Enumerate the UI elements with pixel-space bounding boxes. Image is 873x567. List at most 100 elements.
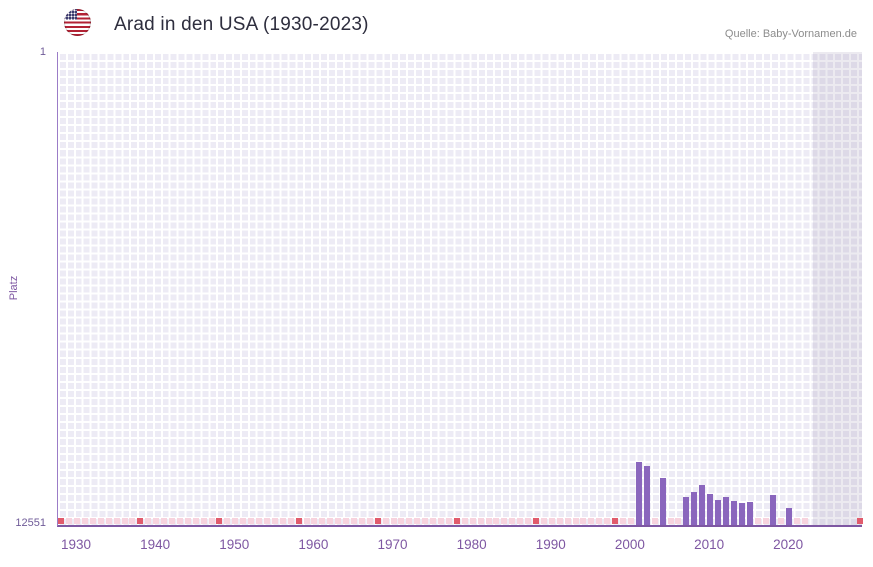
bar-2011[interactable] — [715, 500, 721, 525]
no-data-cell — [240, 518, 247, 524]
x-tick-1990: 1990 — [535, 537, 566, 552]
no-data-cell — [802, 518, 808, 524]
no-data-cell — [754, 518, 761, 524]
no-data-cell — [374, 518, 381, 524]
no-data-cell — [596, 518, 603, 524]
x-tick-1980: 1980 — [456, 537, 487, 552]
no-data-cell — [762, 518, 769, 524]
no-data-cell — [271, 518, 278, 524]
no-data-cell — [89, 518, 96, 524]
x-tick-1950: 1950 — [219, 537, 250, 552]
no-data-cell — [113, 518, 120, 524]
us-flag-icon — [64, 9, 91, 36]
no-data-cell — [501, 518, 508, 524]
no-data-cell — [382, 518, 389, 524]
bar-2004[interactable] — [659, 477, 666, 525]
y-tick-best-rank: 1 — [39, 46, 46, 58]
no-data-cell — [580, 518, 587, 524]
x-tick-1930: 1930 — [60, 537, 92, 552]
no-data-cell — [335, 518, 342, 524]
no-data-cell — [311, 518, 318, 524]
bar-2001[interactable] — [635, 462, 642, 525]
no-data-cell — [129, 518, 136, 524]
no-data-cell — [564, 518, 571, 524]
no-data-cell — [74, 518, 80, 524]
x-tick-2020: 2020 — [773, 537, 804, 552]
x-tick-1960: 1960 — [298, 537, 329, 552]
no-data-cell — [533, 518, 539, 524]
no-data-cell — [169, 518, 175, 524]
no-data-cell — [651, 518, 658, 524]
no-data-cell — [216, 518, 223, 524]
no-data-cell — [477, 518, 484, 524]
no-data-cell — [469, 518, 476, 524]
no-data-cell — [121, 518, 128, 524]
bar-2007[interactable] — [683, 497, 690, 525]
no-data-cell — [287, 518, 294, 524]
bar-2015[interactable] — [746, 502, 753, 525]
no-data-cell — [97, 518, 104, 524]
y-tick-worst-rank: 12551 — [15, 517, 46, 529]
bar-2009[interactable] — [699, 485, 706, 525]
x-tick-1970: 1970 — [377, 537, 408, 552]
no-data-cell — [620, 518, 626, 524]
no-data-cell — [200, 518, 207, 524]
no-data-strip — [58, 52, 864, 525]
x-tick-2010: 2010 — [694, 537, 725, 552]
us-flag-canton — [64, 9, 77, 20]
no-data-cell — [66, 518, 73, 524]
no-data-cell — [208, 518, 215, 524]
no-data-cell — [627, 518, 634, 524]
no-data-cell-edge — [857, 518, 864, 524]
no-data-cell — [612, 518, 619, 524]
no-data-cell — [137, 518, 144, 524]
no-data-cell — [81, 518, 88, 524]
no-data-cell — [343, 518, 349, 524]
no-data-cell — [358, 518, 365, 524]
x-tick-1940: 1940 — [140, 537, 171, 552]
no-data-cell — [366, 518, 373, 524]
bar-2020[interactable] — [786, 508, 793, 525]
no-data-cell — [461, 518, 468, 524]
bar-2002[interactable] — [643, 466, 650, 525]
x-axis-labels: 1930 1940 1950 1960 1970 1980 1990 2000 2010 2020 — [0, 537, 873, 559]
bar-2013[interactable] — [730, 500, 737, 525]
no-data-cell — [319, 518, 326, 524]
bar-2010[interactable] — [707, 494, 714, 525]
no-data-cell — [485, 518, 492, 524]
plot-area[interactable] — [57, 52, 864, 527]
no-data-cell — [248, 518, 255, 524]
chart-title: Arad in den USA (1930-2023) — [114, 14, 369, 35]
no-data-cell — [406, 518, 413, 524]
no-data-cell — [295, 518, 302, 524]
no-data-cell — [422, 518, 429, 524]
no-data-cell — [667, 518, 674, 524]
no-data-cell — [303, 518, 310, 524]
no-data-cell — [540, 518, 547, 524]
bar-2012[interactable] — [722, 497, 729, 525]
bar-2008[interactable] — [691, 492, 698, 525]
bars-layer — [58, 52, 862, 525]
future-region — [812, 52, 862, 525]
x-tick-2000: 2000 — [614, 537, 645, 552]
no-data-cell — [192, 518, 199, 524]
no-data-cell — [224, 518, 231, 524]
no-data-cell — [161, 518, 167, 524]
no-data-cell — [572, 518, 579, 524]
no-data-cell — [105, 518, 112, 524]
no-data-cell — [184, 518, 191, 524]
no-data-cell — [509, 518, 516, 524]
bar-2014[interactable] — [738, 503, 745, 525]
no-data-cell — [256, 518, 262, 524]
bar-2018[interactable] — [770, 495, 777, 525]
no-data-cell — [548, 518, 555, 524]
no-data-cell — [430, 518, 437, 524]
no-data-cell — [58, 518, 65, 524]
no-data-cell — [398, 518, 405, 524]
no-data-cell — [675, 518, 682, 524]
y-axis-title: Platz — [8, 275, 20, 301]
no-data-cell — [263, 518, 270, 524]
no-data-cell — [145, 518, 152, 524]
no-data-cell — [588, 518, 595, 524]
